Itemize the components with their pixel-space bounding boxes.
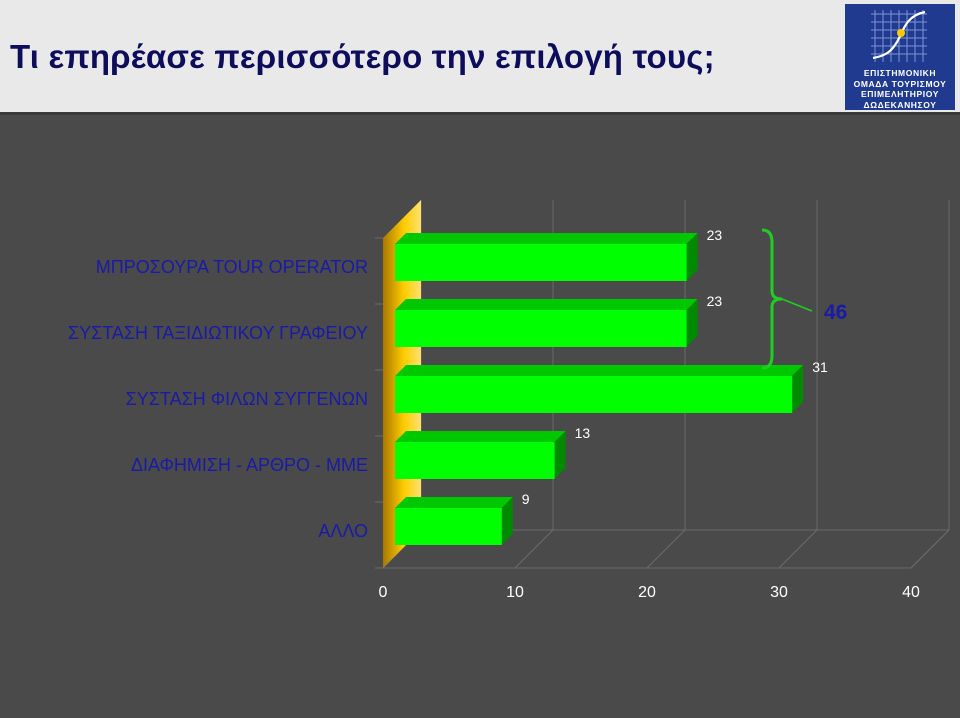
bar-side-3 [554, 431, 566, 479]
organization-logo: ΕΠΙΣΤΗΜΟΝΙΚΗ ΟΜΑΔΑ ΤΟΥΡΙΣΜΟΥ ΕΠΙΜΕΛΗΤΗΡΙ… [845, 4, 955, 110]
gridline-floor-1 [514, 529, 554, 569]
logo-text-line-4: ΔΩΔΕΚΑΝΗΣΟΥ [863, 99, 937, 110]
category-label-2: ΣΥΣΤΑΣΗ ΦΙΛΩΝ ΣΥΓΓΕΝΩΝ [126, 389, 368, 409]
category-label-3: ΔΙΑΦΗΜΙΣΗ - ΑΡΘΡΟ - ΜΜΕ [131, 455, 368, 475]
bar-value-label-4: 9 [522, 491, 530, 507]
bar-value-label-0: 23 [707, 227, 723, 243]
bar-2 [395, 376, 793, 413]
header-bar: Τι επηρέασε περισσότερο την επιλογή τους… [0, 0, 960, 112]
bar-top-0 [395, 233, 698, 244]
bar-side-1 [686, 299, 698, 347]
logo-text-line-2: ΟΜΑΔΑ ΤΟΥΡΙΣΜΟΥ [853, 78, 947, 89]
bar-top-3 [395, 431, 566, 442]
floor-right-edge [910, 529, 950, 569]
bar-1 [395, 310, 687, 347]
category-label-4: ΑΛΛΟ [318, 521, 368, 541]
brace-total-label-0: 46 [824, 301, 847, 324]
x-tick-label-3: 30 [770, 584, 788, 601]
x-tick-label-1: 10 [506, 584, 524, 601]
x-tick-label-0: 0 [379, 584, 388, 601]
category-label-1: ΣΥΣΤΑΣΗ ΤΑΞΙΔΙΩΤΙΚΟΥ ΓΡΑΦΕΙΟΥ [68, 323, 368, 343]
gridline-floor-2 [646, 529, 686, 569]
bar-side-4 [501, 497, 513, 545]
bar-value-label-3: 13 [575, 425, 591, 441]
logo-text-line-1: ΕΠΙΣΤΗΜΟΝΙΚΗ [863, 68, 937, 78]
bar-4 [395, 508, 502, 545]
bar-side-0 [686, 233, 698, 281]
bar-top-1 [395, 299, 698, 310]
bar-side-2 [792, 365, 804, 413]
bar-value-label-1: 23 [707, 293, 723, 309]
header-divider [0, 112, 960, 115]
x-tick-label-2: 20 [638, 584, 656, 601]
brace-pointer-0 [781, 298, 813, 312]
x-tick-label-4: 40 [902, 584, 920, 601]
bar-top-4 [395, 497, 513, 508]
logo-text-line-3: ΕΠΙΜΕΛΗΤΗΡΙΟΥ [861, 89, 939, 99]
bar-value-label-2: 31 [812, 359, 828, 375]
category-label-0: ΜΠΡΟΣΟΥΡΑ TOUR OPERATOR [96, 257, 368, 277]
bar-0 [395, 244, 687, 281]
brace-annotation-0 [761, 228, 783, 370]
page-title: Τι επηρέασε περισσότερο την επιλογή τους… [10, 38, 715, 75]
gridline-floor-3 [778, 529, 818, 569]
bar-3 [395, 442, 555, 479]
logo-graph-icon [871, 10, 927, 62]
bar-top-2 [395, 365, 804, 376]
